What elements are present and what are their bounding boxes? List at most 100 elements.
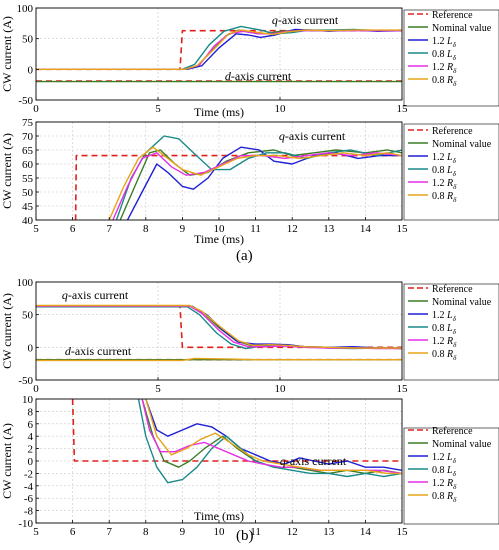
legend-entry: Reference: [432, 10, 473, 21]
y-tick-label: -50: [18, 375, 33, 387]
annotation-label: q-axis current: [280, 454, 347, 468]
y-tick-label: 0: [28, 342, 34, 354]
legend-entry: 1.2 Rδ: [432, 336, 457, 349]
chart-a-top: [35, 7, 499, 107]
legend-entry: 1.2 Lδ: [432, 310, 457, 323]
series-line: [112, 152, 402, 220]
y-tick-label: 0: [28, 456, 34, 468]
series-line: [36, 304, 402, 349]
y-tick-label: 45: [22, 201, 34, 213]
legend-entry: Nominal value: [432, 439, 492, 450]
legend-entry: 1.2 Lδ: [432, 152, 457, 165]
annotation-label: d-axis current: [65, 344, 132, 358]
x-tick-label: 9: [180, 223, 186, 235]
plot-area-a-top: [36, 8, 402, 100]
y-tick-label: -50: [18, 95, 33, 107]
plot-frame-b-top: [35, 281, 403, 381]
x-tick-label: 15: [397, 223, 409, 235]
y-tick-label: -6: [24, 493, 34, 505]
x-tick-label: 15: [397, 103, 409, 115]
y-tick-label: 2: [28, 444, 34, 456]
chart-b-top: [35, 281, 499, 381]
x-tick-label: 10: [214, 223, 226, 235]
y-tick-label: 100: [17, 3, 34, 15]
legend-entry: 1.2 Rδ: [432, 62, 457, 75]
x-tick-label: 6: [70, 223, 76, 235]
legend-entry: 1.2 Lδ: [432, 36, 457, 49]
legend-entry: Nominal value: [432, 23, 492, 34]
x-tick-label: 0: [33, 383, 39, 395]
legend-entry: Nominal value: [432, 297, 492, 308]
legend-entry: Reference: [432, 284, 473, 295]
y-tick-label: 100: [17, 277, 34, 289]
x-axis-label: Time (ms): [194, 232, 244, 246]
x-tick-label: 5: [155, 103, 161, 115]
y-tick-label: 75: [22, 117, 34, 129]
series-line: [108, 146, 402, 220]
x-tick-label: 7: [106, 526, 112, 538]
x-tick-label: 15: [397, 526, 409, 538]
annotation-label: q-axis current: [279, 129, 346, 143]
y-axis-label: CW current (A): [0, 133, 14, 209]
x-tick-label: 8: [143, 223, 149, 235]
y-tick-label: 6: [28, 419, 34, 431]
series-line: [145, 399, 402, 475]
legend-box: [403, 123, 499, 221]
legend-entry: 0.8 Lδ: [432, 49, 457, 62]
legend-entry: 1.2 Rδ: [432, 478, 457, 491]
legend-entry: 0.8 Lδ: [432, 165, 457, 178]
y-tick-label: 65: [22, 145, 34, 157]
series-line: [145, 399, 402, 471]
y-tick-label: 40: [22, 215, 34, 227]
chart-a-zoom: [35, 121, 499, 221]
x-tick-label: 7: [106, 223, 112, 235]
x-tick-label: 13: [323, 223, 335, 235]
x-tick-label: 6: [70, 526, 76, 538]
plot-frame-a-top: [35, 7, 403, 101]
x-tick-label: 14: [360, 526, 372, 538]
x-tick-label: 10: [214, 526, 226, 538]
y-axis-label: CW current (A): [0, 293, 14, 369]
y-tick-label: -10: [18, 518, 33, 530]
x-tick-label: 13: [323, 526, 335, 538]
x-axis-label: Time (ms): [194, 509, 244, 523]
legend-entry: 0.8 Rδ: [432, 491, 457, 504]
x-tick-label: 5: [33, 223, 39, 235]
legend-entry: 0.8 Rδ: [432, 75, 457, 88]
x-tick-label: 14: [360, 223, 372, 235]
legend-entry: 1.2 Rδ: [432, 178, 457, 191]
caption-b: (b): [236, 528, 254, 544]
x-tick-label: 12: [287, 526, 298, 538]
y-tick-label: 4: [28, 431, 34, 443]
caption-a: (a): [236, 248, 253, 264]
x-tick-label: 15: [397, 383, 409, 395]
legend-entry: Nominal value: [432, 139, 492, 150]
legend-entry: 0.8 Lδ: [432, 323, 457, 336]
series-line: [115, 135, 402, 220]
y-tick-label: 0: [28, 64, 34, 76]
chart-b-zoom: [35, 398, 499, 525]
legend-entry: Reference: [432, 426, 473, 437]
annotation-label: q-axis current: [272, 13, 339, 27]
x-tick-label: 11: [250, 526, 261, 538]
y-tick-label: 50: [22, 310, 34, 322]
legend-box: [403, 9, 499, 107]
y-axis-label: CW current (A): [0, 423, 14, 499]
x-tick-label: 0: [33, 103, 39, 115]
x-tick-label: 10: [275, 383, 287, 395]
legend-entry: 1.2 Lδ: [432, 452, 457, 465]
x-tick-label: 8: [143, 526, 149, 538]
legend-box: [403, 427, 499, 525]
x-tick-label: 9: [180, 526, 186, 538]
series-line: [36, 357, 402, 362]
y-tick-label: 55: [22, 173, 34, 185]
y-tick-label: 10: [22, 394, 34, 406]
legend-entry: 0.8 Rδ: [432, 191, 457, 204]
legend-entry: 0.8 Rδ: [432, 349, 457, 362]
y-tick-label: 60: [22, 159, 34, 171]
y-tick-label: -2: [24, 468, 33, 480]
x-tick-label: 11: [250, 223, 261, 235]
y-tick-label: -4: [24, 481, 34, 493]
x-tick-label: 5: [33, 526, 39, 538]
annotation-label: d-axis current: [225, 69, 292, 83]
